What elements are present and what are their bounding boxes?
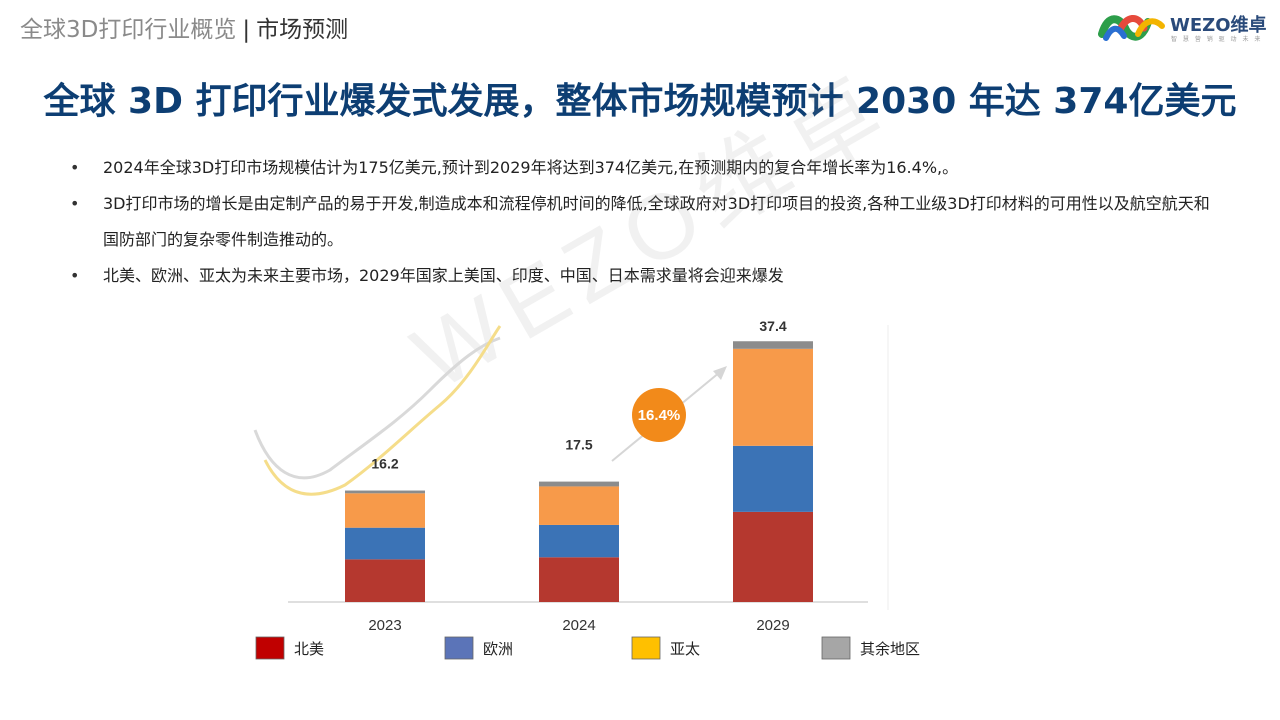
legend-label-asia-pacific: 亚太 xyxy=(670,640,700,658)
decorative-curve-gray xyxy=(253,336,501,480)
bar-total-label: 16.2 xyxy=(371,456,398,472)
bar-segment-asia-pacific-2023 xyxy=(345,493,425,528)
cagr-badge xyxy=(632,388,686,442)
legend-label-other-regions: 其余地区 xyxy=(860,640,920,658)
bullet-text: 北美、欧洲、亚太为未来主要市场，2029年国家上美国、印度、中国、日本需求量将会… xyxy=(103,266,784,285)
legend: 北美 欧洲 亚太 其余地区 xyxy=(255,636,920,660)
legend-label-europe: 欧洲 xyxy=(483,640,513,658)
bullet-item: • 北美、欧洲、亚太为未来主要市场，2029年国家上美国、印度、中国、日本需求量将… xyxy=(70,258,1220,294)
x-tick-label: 2024 xyxy=(562,617,595,634)
bullet-item: • 3D打印市场的增长是由定制产品的易于开发,制造成本和流程停机时间的降低,全球政… xyxy=(70,186,1220,258)
bar-segment-north-america-2023 xyxy=(345,559,425,602)
section-title: 全球3D打印行业概览 xyxy=(20,17,237,43)
bar-segment-asia-pacific-2029 xyxy=(733,348,813,446)
x-tick-labels: 2023 2024 2029 xyxy=(368,617,789,634)
logo-brand-text: WEZO维卓 xyxy=(1170,15,1267,36)
bullet-dot-icon: • xyxy=(70,266,80,285)
total-labels: 16.2 17.5 37.4 xyxy=(371,318,786,471)
bar-total-label: 37.4 xyxy=(759,318,786,334)
x-tick-label: 2029 xyxy=(756,617,789,634)
bar-segment-other-regions-2024 xyxy=(539,481,619,487)
legend-swatch-north-america xyxy=(255,636,285,660)
header-separator: | xyxy=(242,17,251,43)
section-header: 全球3D打印行业概览 | 市场预测 xyxy=(20,14,348,46)
legend-label-north-america: 北美 xyxy=(294,640,324,658)
slide-title: 全球 3D 打印行业爆发式发展，整体市场规模预计 2030 年达 374亿美元 xyxy=(43,81,1237,122)
bars-group xyxy=(345,341,813,602)
bullet-dot-icon: • xyxy=(70,194,80,213)
wezo-logo: WEZO维卓 智 慧 营 销 驱 动 未 来 xyxy=(1098,8,1270,48)
x-tick-label: 2023 xyxy=(368,617,401,634)
bar-segment-other-regions-2029 xyxy=(733,341,813,349)
bullet-text: 2024年全球3D打印市场规模估计为175亿美元,预计到2029年将达到374亿… xyxy=(103,158,959,177)
bar-segment-asia-pacific-2024 xyxy=(539,486,619,525)
bar-segment-europe-2029 xyxy=(733,445,813,512)
bullet-item: • 2024年全球3D打印市场规模估计为175亿美元,预计到2029年将达到374… xyxy=(70,150,1220,186)
legend-swatch-asia-pacific xyxy=(631,636,661,660)
decorative-curve-yellow xyxy=(263,325,502,496)
bullet-text: 3D打印市场的增长是由定制产品的易于开发,制造成本和流程停机时间的降低,全球政府… xyxy=(103,194,1210,249)
bar-segment-north-america-2029 xyxy=(733,511,813,602)
bar-segment-europe-2024 xyxy=(539,524,619,558)
bar-segment-other-regions-2023 xyxy=(345,490,425,494)
bar-total-label: 17.5 xyxy=(565,437,592,453)
bar-segment-north-america-2024 xyxy=(539,557,619,602)
legend-swatch-other-regions xyxy=(821,636,851,660)
cagr-label: 16.4% xyxy=(638,407,681,424)
bar-segment-europe-2023 xyxy=(345,527,425,560)
growth-arrow-head-icon xyxy=(713,366,727,380)
bullet-dot-icon: • xyxy=(70,158,80,177)
bullet-list: • 2024年全球3D打印市场规模估计为175亿美元,预计到2029年将达到374… xyxy=(70,150,1220,294)
section-topic: 市场预测 xyxy=(256,17,349,43)
logo-mark-icon xyxy=(1098,15,1165,41)
logo-tagline: 智 慧 营 销 驱 动 未 来 xyxy=(1171,36,1263,43)
legend-swatch-europe xyxy=(444,636,474,660)
